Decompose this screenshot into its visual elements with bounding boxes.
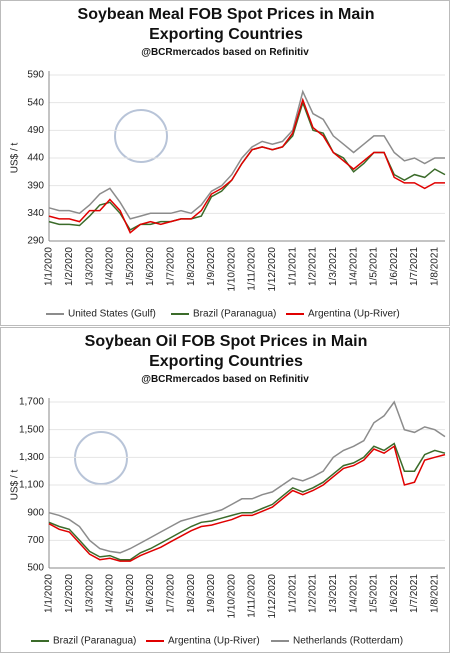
chart-panel: 500 700 900 1,100 1,300 1,500 1,700 US$ / t 1/1/…	[0, 327, 450, 653]
chart-title: Soybean Meal FOB Spot Prices in Main Exp…	[77, 6, 375, 43]
chart: 290 340 390 440 490 540 590 US$ / t 1/1/2020 1/2/…	[10, 70, 446, 320]
x-tick-label: 1/3/2021	[328, 247, 339, 286]
series-line	[48, 100, 446, 231]
y-tick-label: 700	[27, 535, 44, 546]
x-tick-label: 1/6/2021	[389, 574, 400, 613]
x-tick-label: 1/5/2021	[369, 247, 380, 286]
y-tick-label: 500	[27, 563, 44, 574]
legend-label: United States (Gulf)	[68, 309, 156, 320]
x-tick-label: 1/6/2021	[389, 247, 400, 286]
series-line	[48, 445, 446, 562]
x-tick-label: 1/2/2021	[308, 574, 319, 613]
y-tick-label: 390	[27, 180, 44, 191]
x-tick-label: 1/3/2021	[328, 574, 339, 613]
legend-label: Brazil (Paranagua)	[193, 309, 276, 320]
x-tick-label: 1/1/2020	[44, 247, 55, 286]
logo	[74, 431, 128, 485]
x-tick-label: 1/7/2020	[165, 574, 176, 613]
x-tick-label: 1/10/2020	[226, 247, 237, 292]
y-tick-label: 1,300	[19, 452, 44, 463]
y-tick-label: 440	[27, 153, 44, 164]
y-tick-label: 1,500	[19, 424, 44, 435]
x-tick-label: 1/11/2020	[247, 574, 258, 618]
legend-label: Argentina (Up-River)	[308, 309, 400, 320]
y-tick-label: 290	[27, 236, 44, 247]
series-line	[48, 97, 445, 234]
x-tick-label: 1/1/2021	[287, 574, 298, 613]
legend-label: Netherlands (Rotterdam)	[293, 636, 403, 647]
x-tick-label: 1/10/2020	[226, 574, 237, 619]
x-tick-label: 1/2/2020	[64, 247, 75, 286]
series-line	[48, 89, 445, 220]
x-tick-label: 1/5/2021	[369, 574, 380, 613]
x-tick-label: 1/4/2020	[105, 247, 116, 286]
x-tick-label: 1/9/2020	[206, 247, 217, 286]
x-tick-label: 1/4/2021	[348, 574, 359, 613]
x-tick-label: 1/6/2020	[145, 574, 156, 613]
x-tick-label: 1/2/2021	[308, 247, 319, 286]
x-tick-label: 1/3/2020	[84, 247, 95, 286]
x-tick-label: 1/3/2020	[84, 574, 95, 613]
x-tick-label: 1/5/2020	[125, 574, 136, 613]
y-tick-label: 900	[27, 507, 44, 518]
chart: 500 700 900 1,100 1,300 1,500 1,700 US$ / t 1/1/…	[10, 397, 446, 647]
x-tick-label: 1/4/2021	[348, 247, 359, 286]
chart-subtitle: @BCRmercados based on Refinitiv	[141, 47, 309, 58]
y-tick-label: 540	[27, 97, 44, 108]
legend-label: Argentina (Up-River)	[168, 636, 260, 647]
x-tick-label: 1/12/2020	[267, 574, 278, 619]
y-tick-label: 1,700	[19, 397, 44, 408]
chart-title: Soybean Oil FOB Spot Prices in Main Expo…	[84, 333, 368, 370]
x-tick-label: 1/9/2020	[206, 574, 217, 613]
chart-panel: 290 340 390 440 490 540 590 US$ / t 1/1/2020 1/2/…	[0, 0, 450, 326]
x-tick-label: 1/5/2020	[125, 247, 136, 286]
y-tick-label: 490	[27, 125, 44, 136]
chart-subtitle: @BCRmercados based on Refinitiv	[141, 374, 309, 385]
y-tick-label: 590	[27, 70, 44, 81]
x-tick-label: 1/8/2021	[429, 247, 440, 286]
series-line	[48, 442, 446, 561]
x-tick-label: 1/11/2020	[247, 247, 258, 291]
x-tick-label: 1/8/2021	[429, 574, 440, 613]
x-tick-label: 1/7/2021	[409, 574, 420, 613]
x-tick-label: 1/7/2020	[165, 247, 176, 286]
y-tick-label: 340	[27, 208, 44, 219]
x-tick-label: 1/2/2020	[64, 574, 75, 613]
x-tick-label: 1/7/2021	[409, 247, 420, 286]
y-axis-label: US$ / t	[10, 143, 21, 174]
x-tick-label: 1/8/2020	[186, 247, 197, 286]
x-tick-label: 1/12/2020	[267, 247, 278, 292]
y-tick-label: 1,100	[19, 480, 44, 491]
logo	[114, 109, 168, 163]
legend-label: Brazil (Paranagua)	[53, 636, 136, 647]
x-tick-label: 1/6/2020	[145, 247, 156, 286]
x-tick-label: 1/4/2020	[105, 574, 116, 613]
x-tick-label: 1/1/2020	[44, 574, 55, 613]
x-tick-label: 1/1/2021	[287, 247, 298, 286]
x-tick-label: 1/8/2020	[186, 574, 197, 613]
y-axis-label: US$ / t	[10, 470, 21, 501]
series-line	[48, 400, 446, 554]
